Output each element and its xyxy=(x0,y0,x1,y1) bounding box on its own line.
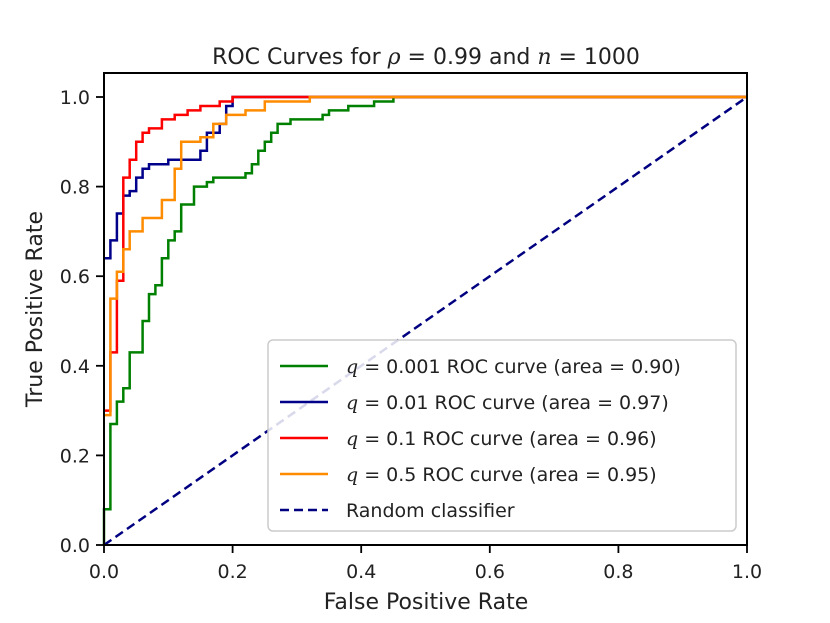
legend-label-3: q = 0.5 ROC curve (area = 0.95) xyxy=(346,464,657,486)
y-tick-label: 0.8 xyxy=(60,177,90,199)
series-line-1 xyxy=(104,95,747,260)
y-tick-label: 0.0 xyxy=(60,535,90,557)
legend-label-4: Random classifier xyxy=(346,500,515,522)
series-line-4 xyxy=(103,95,748,547)
chart-title: ROC Curves for ρ = 0.99 and n = 1000 xyxy=(212,45,640,70)
legend-label-1: q = 0.01 ROC curve (area = 0.97) xyxy=(346,392,669,414)
y-axis-label: True Positive Rate xyxy=(23,211,48,408)
y-tick-label: 0.2 xyxy=(60,445,90,467)
x-tick-label: 0.4 xyxy=(346,561,376,583)
legend: q = 0.001 ROC curve (area = 0.90) q = 0.0… xyxy=(267,339,737,532)
legend-label-0: q = 0.001 ROC curve (area = 0.90) xyxy=(346,356,681,378)
y-axis: 0.0 0.2 0.4 0.6 0.8 1.0 xyxy=(60,87,104,557)
series-line-0 xyxy=(102,95,747,545)
series-line-3 xyxy=(104,95,747,417)
y-tick-label: 0.6 xyxy=(60,266,90,288)
x-axis-label: False Positive Rate xyxy=(324,590,528,615)
x-tick-label: 0.8 xyxy=(603,561,633,583)
x-tick-label: 0.6 xyxy=(475,561,505,583)
legend-label-2: q = 0.1 ROC curve (area = 0.96) xyxy=(346,428,657,450)
x-tick-label: 0.0 xyxy=(89,561,119,583)
x-tick-label: 1.0 xyxy=(732,561,762,583)
x-tick-label: 0.2 xyxy=(217,561,247,583)
y-tick-label: 1.0 xyxy=(60,87,90,109)
legend-box xyxy=(267,339,737,532)
series-layer xyxy=(102,95,748,547)
series-line-2 xyxy=(104,95,747,412)
plot-frame xyxy=(103,72,748,546)
x-axis: 0.0 0.2 0.4 0.6 0.8 1.0 xyxy=(89,545,762,583)
y-tick-label: 0.4 xyxy=(60,356,90,378)
